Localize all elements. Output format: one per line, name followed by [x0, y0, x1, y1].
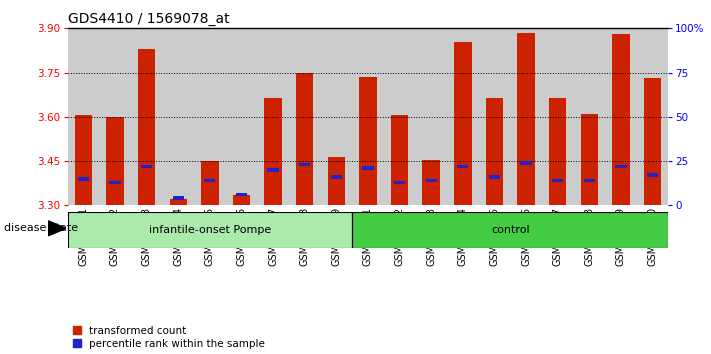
Text: disease state: disease state: [4, 223, 77, 233]
Bar: [257, 28, 289, 205]
Bar: [169, 199, 187, 205]
Text: infantile-onset Pompe: infantile-onset Pompe: [149, 225, 271, 235]
Polygon shape: [48, 221, 66, 236]
Bar: [542, 28, 574, 205]
Bar: [447, 28, 479, 205]
Bar: [454, 41, 471, 205]
Bar: [141, 165, 152, 168]
Bar: [488, 175, 500, 179]
Bar: [518, 33, 535, 205]
Bar: [615, 165, 626, 168]
Text: GDS4410 / 1569078_at: GDS4410 / 1569078_at: [68, 12, 229, 26]
Bar: [394, 181, 405, 184]
Bar: [138, 49, 155, 205]
Bar: [612, 34, 630, 205]
Bar: [574, 28, 605, 205]
Bar: [552, 179, 563, 182]
Bar: [289, 28, 321, 205]
Bar: [510, 28, 542, 205]
Bar: [236, 193, 247, 196]
Bar: [647, 173, 658, 177]
Bar: [321, 28, 352, 205]
Bar: [68, 28, 99, 205]
Bar: [173, 196, 184, 200]
Bar: [359, 77, 377, 205]
Bar: [331, 175, 342, 179]
Bar: [106, 117, 124, 205]
Bar: [232, 195, 250, 205]
Bar: [644, 79, 661, 205]
Bar: [549, 98, 567, 205]
Bar: [352, 212, 668, 248]
Bar: [581, 114, 598, 205]
Bar: [479, 28, 510, 205]
Bar: [520, 161, 532, 165]
Bar: [363, 166, 373, 170]
Bar: [99, 28, 131, 205]
Bar: [457, 165, 469, 168]
Bar: [605, 28, 637, 205]
Bar: [296, 73, 314, 205]
Bar: [225, 28, 257, 205]
Bar: [204, 179, 215, 182]
Bar: [131, 28, 162, 205]
Bar: [425, 179, 437, 182]
Bar: [201, 161, 218, 205]
Bar: [109, 181, 121, 184]
Bar: [415, 28, 447, 205]
Bar: [77, 177, 89, 181]
Bar: [75, 115, 92, 205]
Bar: [194, 28, 225, 205]
Bar: [68, 212, 352, 248]
Legend: transformed count, percentile rank within the sample: transformed count, percentile rank withi…: [73, 326, 265, 349]
Bar: [384, 28, 415, 205]
Bar: [422, 160, 440, 205]
Bar: [584, 179, 595, 182]
Bar: [352, 28, 384, 205]
Bar: [637, 28, 668, 205]
Bar: [486, 98, 503, 205]
Bar: [391, 115, 408, 205]
Bar: [267, 168, 279, 172]
Text: control: control: [491, 225, 530, 235]
Bar: [328, 156, 345, 205]
Bar: [299, 163, 311, 166]
Bar: [162, 28, 194, 205]
Bar: [264, 98, 282, 205]
